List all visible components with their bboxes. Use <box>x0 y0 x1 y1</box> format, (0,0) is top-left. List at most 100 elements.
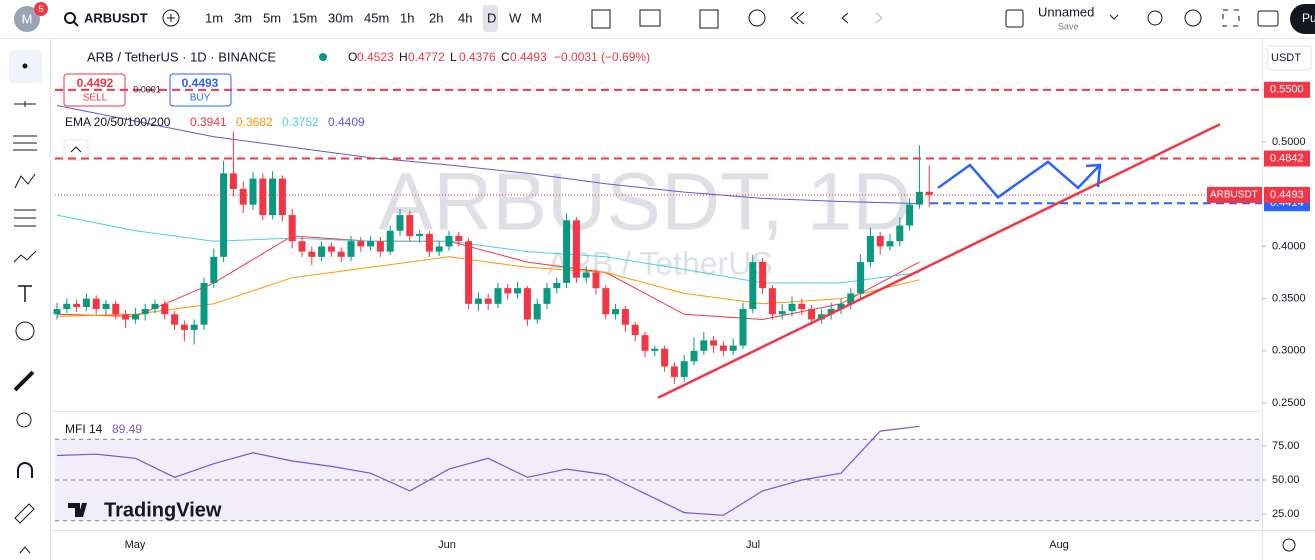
avatar[interactable] <box>14 6 40 32</box>
candle-body <box>719 345 727 351</box>
mfi-tick-label: 50.00 <box>1272 474 1300 486</box>
forecast-tool[interactable] <box>14 209 36 227</box>
ruler-tool[interactable] <box>13 370 35 392</box>
y-tick-label: 0.3500 <box>1272 293 1306 305</box>
badge <box>34 2 48 16</box>
lock-tool[interactable] <box>14 503 35 524</box>
interval[interactable]: 1m <box>205 10 223 25</box>
search-icon <box>73 21 79 27</box>
text-tool[interactable] <box>18 285 32 302</box>
candle-body <box>210 256 218 283</box>
candle-body <box>190 324 198 330</box>
sell-label: SELL <box>83 93 108 104</box>
price-badge-label: 0.4842 <box>1270 152 1304 164</box>
avatar-letter: M <box>22 11 33 26</box>
mfi-tick-label: 25.00 <box>1272 508 1300 520</box>
fib-tool[interactable] <box>13 135 37 151</box>
candle-body <box>582 272 590 278</box>
quick-search[interactable] <box>1147 10 1163 26</box>
candle-body <box>396 215 404 231</box>
interval[interactable]: M <box>531 10 542 25</box>
candle-body <box>455 235 463 242</box>
save-label[interactable]: Save <box>1058 21 1079 31</box>
settings[interactable] <box>1184 9 1202 27</box>
interval[interactable]: 1h <box>400 10 414 25</box>
interval[interactable]: 45m <box>364 10 389 25</box>
buy-price: 0.4493 <box>182 76 219 90</box>
interval[interactable]: 30m <box>328 10 353 25</box>
brush-tool[interactable] <box>13 250 37 263</box>
interval[interactable]: D <box>487 10 496 25</box>
spread: 0.0001 <box>133 84 161 94</box>
candle-body <box>161 303 169 315</box>
candle-body <box>92 298 100 310</box>
collapse-button[interactable] <box>63 139 89 161</box>
candle-body <box>847 293 855 304</box>
candle-body <box>553 282 561 289</box>
ema-title: EMA 20/50/100/200 <box>65 115 171 129</box>
emoji-tool[interactable] <box>15 321 35 341</box>
undo[interactable] <box>841 12 849 24</box>
candle-body <box>337 251 345 257</box>
layout-menu[interactable] <box>1109 14 1119 20</box>
price-badge-label: 0.5500 <box>1270 84 1304 96</box>
layout-checkbox[interactable] <box>1005 9 1024 28</box>
fullscreen[interactable] <box>1222 9 1240 27</box>
candle-body <box>151 303 159 310</box>
layouts[interactable] <box>699 9 719 29</box>
candle-body <box>406 215 414 236</box>
candle-body <box>876 235 884 247</box>
interval[interactable]: 3m <box>234 10 252 25</box>
ohlc-value: 0.4772 <box>408 50 445 64</box>
indicators[interactable] <box>639 9 661 27</box>
search-icon[interactable] <box>64 12 76 24</box>
y-tick-label: 0.3000 <box>1272 345 1306 357</box>
publish-label: Pu <box>1302 11 1315 25</box>
axis-settings[interactable] <box>1282 538 1296 552</box>
zoom-tool[interactable] <box>16 412 32 428</box>
interval[interactable]: 5m <box>263 10 281 25</box>
replay[interactable] <box>790 11 805 25</box>
candle-body <box>690 350 698 362</box>
currency-button[interactable] <box>1266 45 1312 71</box>
interval[interactable]: 2h <box>429 10 443 25</box>
chart-type[interactable] <box>591 9 611 29</box>
candle-body <box>514 288 522 294</box>
add-symbol[interactable] <box>162 9 180 27</box>
candle-body <box>318 246 326 257</box>
symbol-search[interactable]: ARBUSDT <box>84 10 148 25</box>
ema-line <box>56 214 920 284</box>
candle-body <box>220 173 228 257</box>
layout-name[interactable]: Unnamed <box>1038 4 1094 19</box>
alert[interactable] <box>748 9 766 27</box>
redo[interactable] <box>875 12 883 24</box>
cursor-dot <box>22 63 28 69</box>
hide-tool[interactable] <box>19 546 31 554</box>
pattern-tool[interactable] <box>14 173 36 189</box>
magnet-tool[interactable] <box>17 462 33 478</box>
candle-body <box>641 335 649 351</box>
snapshot[interactable] <box>1257 10 1279 27</box>
candle-body <box>200 282 208 325</box>
ohlc-value: 0.4493 <box>510 50 547 64</box>
candle-body <box>484 298 492 304</box>
interval[interactable]: 15m <box>292 10 317 25</box>
interval[interactable]: W <box>509 10 522 25</box>
mfi-line <box>56 425 920 516</box>
interval[interactable]: 4h <box>458 10 472 25</box>
ohlc-value: 0.4523 <box>357 50 394 64</box>
candle-body <box>112 303 120 315</box>
publish-button[interactable] <box>1290 4 1315 34</box>
candle-body <box>239 188 247 205</box>
x-tick-label: Jul <box>746 539 760 551</box>
candle-body <box>631 324 639 336</box>
candle-body <box>788 303 796 312</box>
price-badge <box>1264 81 1310 98</box>
candle-body <box>416 233 424 236</box>
candle-body <box>269 178 277 216</box>
line-tool[interactable] <box>14 101 36 107</box>
y-tick-label: 0.5000 <box>1272 136 1306 148</box>
ohlc-label: O <box>348 50 357 64</box>
candle-body <box>298 241 306 252</box>
